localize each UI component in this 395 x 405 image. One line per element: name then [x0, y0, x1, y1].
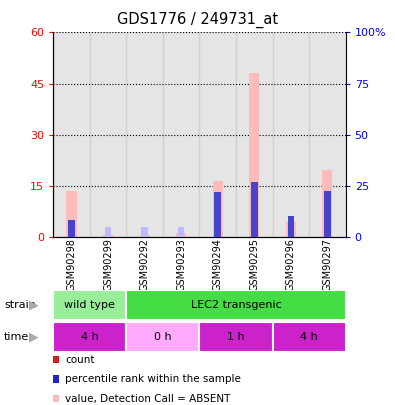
Text: count: count: [65, 355, 95, 364]
Bar: [53, 32, 90, 237]
Bar: [273, 32, 309, 237]
Bar: [141, 227, 148, 237]
Bar: [213, 181, 223, 237]
Bar: [66, 191, 77, 237]
Text: 4 h: 4 h: [300, 332, 318, 342]
Bar: [105, 227, 111, 237]
Bar: [68, 220, 75, 237]
Text: value, Detection Call = ABSENT: value, Detection Call = ABSENT: [65, 394, 231, 403]
Text: 0 h: 0 h: [154, 332, 172, 342]
Bar: [236, 32, 273, 237]
Text: 4 h: 4 h: [81, 332, 99, 342]
Bar: [199, 32, 236, 237]
Bar: [53, 290, 126, 320]
Bar: [163, 32, 199, 237]
Bar: [90, 32, 126, 237]
Text: LEC2 transgenic: LEC2 transgenic: [191, 300, 281, 310]
Bar: [103, 235, 113, 237]
Text: wild type: wild type: [64, 300, 115, 310]
Text: percentile rank within the sample: percentile rank within the sample: [65, 374, 241, 384]
Bar: [178, 227, 184, 237]
Bar: [288, 216, 294, 237]
Bar: [126, 32, 163, 237]
Bar: [176, 233, 186, 237]
Bar: [309, 32, 346, 237]
Bar: [199, 322, 273, 352]
Text: GDS1776 / 249731_at: GDS1776 / 249731_at: [117, 12, 278, 28]
Text: strain: strain: [4, 300, 36, 310]
Bar: [324, 191, 331, 237]
Text: ▶: ▶: [29, 298, 38, 311]
Bar: [273, 322, 346, 352]
Bar: [251, 182, 258, 237]
Bar: [286, 222, 296, 237]
Text: 1 h: 1 h: [227, 332, 245, 342]
Bar: [126, 322, 199, 352]
Bar: [249, 73, 260, 237]
Bar: [126, 290, 346, 320]
Bar: [53, 322, 126, 352]
Bar: [322, 171, 333, 237]
Text: ▶: ▶: [29, 330, 38, 344]
Bar: [139, 235, 150, 237]
Text: time: time: [4, 332, 29, 342]
Bar: [214, 192, 221, 237]
